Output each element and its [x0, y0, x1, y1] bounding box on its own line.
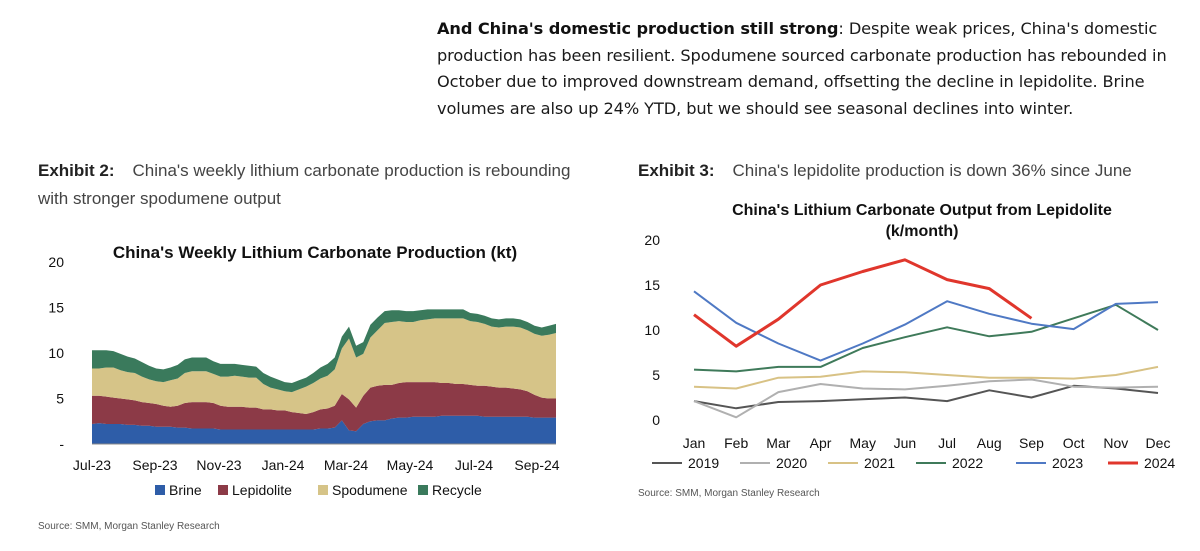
exhibit-3-caption: Exhibit 3: China's lepidolite production … [638, 157, 1198, 185]
weekly-production-chart: China's Weekly Lithium Carbonate Product… [48, 243, 559, 498]
x-tick-label: May-24 [387, 457, 434, 473]
area-series-lepidolite [92, 382, 556, 432]
x-tick-label: Jan-24 [262, 457, 305, 473]
chart-2-title: China's Lithium Carbonate Output from Le… [732, 202, 1112, 219]
exhibit-3-text: China's lepidolite production is down 36… [732, 161, 1132, 180]
exhibit-2-label: Exhibit 2: [38, 161, 115, 180]
y-tick-label: 20 [48, 254, 64, 270]
legend-swatch-brine [155, 485, 165, 495]
y-tick-label: 10 [644, 322, 660, 338]
intro-paragraph: And China's domestic production still st… [437, 16, 1187, 122]
chart-1-title: China's Weekly Lithium Carbonate Product… [113, 243, 517, 262]
x-tick-label: Feb [724, 435, 748, 451]
legend-label-2024: 2024 [1144, 455, 1175, 471]
x-tick-label: Apr [810, 435, 832, 451]
legend-swatch-recycle [418, 485, 428, 495]
legend-label-2022: 2022 [952, 455, 983, 471]
legend-swatch-lepidolite [218, 485, 228, 495]
exhibit-2-caption: Exhibit 2: China's weekly lithium carbona… [38, 157, 578, 213]
line-series-2019 [693, 384, 1159, 410]
y-tick-label: 20 [644, 232, 660, 248]
legend-label-recycle: Recycle [432, 482, 482, 498]
exhibit-3-label: Exhibit 3: [638, 161, 715, 180]
legend-label-spodumene: Spodumene [332, 482, 408, 498]
x-tick-label: Jun [894, 435, 917, 451]
legend-swatch-spodumene [318, 485, 328, 495]
legend-label-2020: 2020 [776, 455, 807, 471]
line-series-2023 [693, 290, 1159, 362]
x-tick-label: Sep [1019, 435, 1044, 451]
exhibit-2-text: China's weekly lithium carbonate product… [38, 161, 571, 208]
y-tick-label: 15 [48, 300, 64, 316]
legend-label-brine: Brine [169, 482, 202, 498]
x-tick-label: Mar [766, 435, 790, 451]
line-series-2022 [693, 303, 1159, 373]
y-tick-label: 15 [644, 277, 660, 293]
x-tick-label: Jul-23 [73, 457, 111, 473]
area-series-recycle [92, 309, 556, 393]
y-tick-label: 5 [56, 391, 64, 407]
paragraph-bold-lead: And China's domestic production still st… [437, 19, 839, 38]
x-tick-label: Jan [683, 435, 706, 451]
legend-label-lepidolite: Lepidolite [232, 482, 292, 498]
legend-label-2021: 2021 [864, 455, 895, 471]
line-series-2024 [693, 258, 1033, 348]
x-tick-label: Sep-23 [132, 457, 177, 473]
line-series-2021 [693, 365, 1159, 390]
x-tick-label: Jul [938, 435, 956, 451]
y-tick-label: 10 [48, 345, 64, 361]
x-tick-label: Nov-23 [196, 457, 241, 473]
exhibit-2-source: Source: SMM, Morgan Stanley Research [38, 521, 220, 532]
x-tick-label: Sep-24 [514, 457, 559, 473]
line-series-2020 [693, 378, 1159, 419]
x-tick-label: Nov [1103, 435, 1128, 451]
legend-label-2019: 2019 [688, 455, 719, 471]
y-tick-label: 0 [652, 412, 660, 428]
x-tick-label: Mar-24 [324, 457, 369, 473]
x-tick-label: Aug [977, 435, 1002, 451]
area-series-spodumene [92, 318, 556, 414]
x-tick-label: Dec [1146, 435, 1171, 451]
y-tick-label: - [59, 436, 64, 452]
paragraph-body: : Despite weak prices, China's domestic … [437, 19, 1167, 118]
x-tick-label: Jul-24 [455, 457, 493, 473]
x-tick-label: Oct [1063, 435, 1085, 451]
x-tick-label: May [850, 435, 876, 451]
exhibit-3-source: Source: SMM, Morgan Stanley Research [638, 488, 820, 499]
y-tick-label: 5 [652, 367, 660, 383]
area-series-brine [92, 415, 556, 444]
chart-2-subtitle: (k/month) [886, 223, 959, 240]
legend-label-2023: 2023 [1052, 455, 1083, 471]
